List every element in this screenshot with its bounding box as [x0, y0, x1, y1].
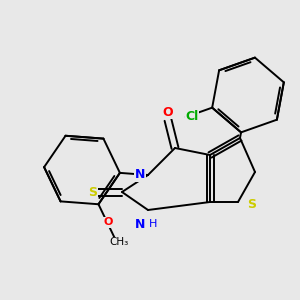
- Text: O: O: [103, 217, 113, 227]
- Text: S: S: [248, 197, 256, 211]
- Text: N: N: [135, 218, 145, 230]
- Text: O: O: [163, 106, 173, 118]
- Text: H: H: [149, 219, 157, 229]
- Text: CH₃: CH₃: [109, 237, 128, 247]
- Text: N: N: [135, 169, 145, 182]
- Text: S: S: [88, 185, 98, 199]
- Text: Cl: Cl: [185, 110, 198, 124]
